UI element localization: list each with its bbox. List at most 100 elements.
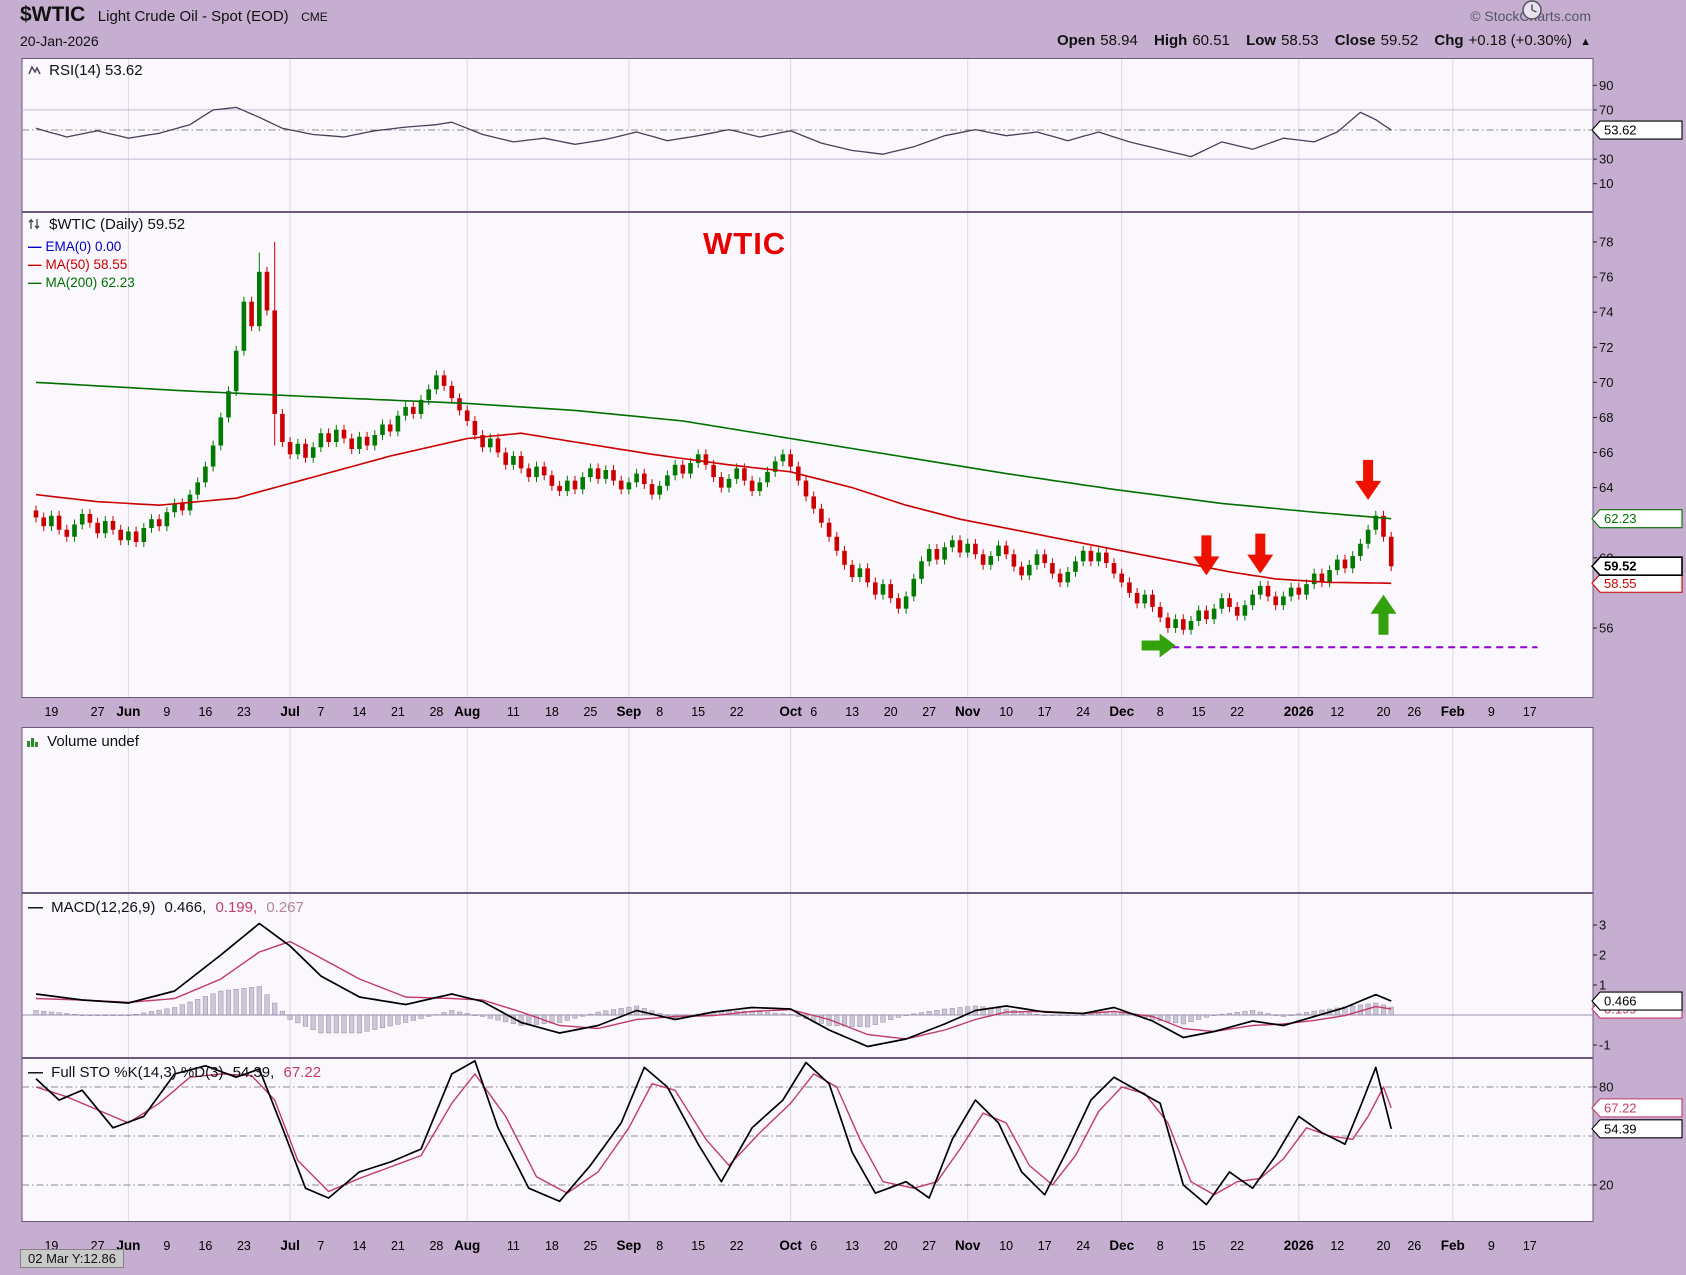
macd-histogram-bar	[1049, 1014, 1055, 1016]
macd-histogram-bar	[1219, 1013, 1225, 1016]
candle-body	[149, 519, 154, 528]
volume-bars-icon	[26, 734, 39, 751]
macd-histogram-bar	[456, 1011, 463, 1016]
x-axis-label: 26	[1407, 705, 1421, 719]
macd-histogram-bar	[942, 1008, 948, 1016]
x-axis-label: 15	[691, 705, 705, 719]
candle-body	[1188, 620, 1194, 630]
macd-histogram-bar	[118, 1014, 124, 1016]
volume-panel-background	[21, 727, 1594, 893]
candle-body	[249, 301, 254, 327]
macd-histogram-bar	[349, 1014, 355, 1034]
x-axis-label: 11	[507, 1239, 520, 1253]
candle-body	[87, 513, 93, 523]
callout-text: 0.466	[1604, 994, 1637, 1009]
macd-histogram-bar	[949, 1008, 955, 1016]
macd-value: 0.466,	[164, 899, 207, 916]
macd-histogram-bar	[148, 1011, 155, 1016]
candle-body	[326, 433, 331, 443]
callout-text: 67.22	[1604, 1100, 1637, 1115]
candle-body	[503, 452, 508, 465]
macd-histogram-bar	[133, 1014, 139, 1016]
candle-body	[380, 424, 385, 435]
x-axis-label: Oct	[779, 704, 802, 719]
x-axis-label: 7	[317, 705, 324, 719]
candle-body	[1119, 573, 1124, 583]
x-axis-label: 20	[1377, 705, 1391, 719]
candle-body	[1350, 556, 1355, 569]
candle-body	[603, 470, 609, 479]
y-axis-label: 90	[1599, 78, 1613, 93]
candle-body	[49, 515, 54, 527]
candle-body	[526, 468, 532, 478]
macd-histogram-bar	[1026, 1012, 1032, 1016]
macd-histogram-bar	[626, 1006, 632, 1016]
candle-body	[133, 531, 139, 543]
candle-body	[649, 484, 655, 495]
chart-date: 20-Jan-2026	[20, 33, 99, 49]
candle-body	[1281, 596, 1286, 606]
candle-body	[1034, 554, 1040, 565]
callout-box	[1591, 509, 1683, 529]
x-axis-label: 16	[198, 1239, 212, 1253]
x-axis-label: 18	[545, 1239, 559, 1253]
candle-body	[865, 568, 870, 583]
candle-body	[357, 436, 362, 450]
open-value: 58.94	[1100, 32, 1138, 49]
candle-body	[156, 519, 162, 527]
candle-body	[79, 513, 85, 525]
rsi-title-text: RSI(14) 53.62	[49, 62, 143, 79]
macd-histogram-bar	[1250, 1010, 1256, 1016]
macd-histogram-bar	[918, 1012, 925, 1016]
sto-title: — Full STO %K(14,3) %D(3) 54.39, 67.22	[28, 1064, 321, 1081]
candle-body	[41, 517, 46, 527]
macd-histogram-bar	[302, 1014, 309, 1027]
y-axis-label: 56	[1599, 620, 1613, 635]
open-label: Open	[1056, 32, 1096, 49]
chart-header: $WTIC Light Crude Oil - Spot (EOD) CME	[20, 3, 328, 27]
x-axis-label: 28	[429, 1239, 443, 1253]
candle-body	[1042, 554, 1047, 564]
x-axis-label: Jul	[280, 704, 300, 719]
candle-body	[1157, 606, 1163, 618]
candle-body	[880, 584, 886, 595]
macd-histogram-bar	[187, 1001, 193, 1016]
x-axis-label: 22	[1230, 1239, 1244, 1253]
macd-title: — MACD(12,26,9) 0.466, 0.199, 0.267	[28, 899, 304, 916]
macd-histogram-bar	[834, 1014, 840, 1027]
candle-body	[1273, 596, 1278, 606]
price-panel-background	[21, 212, 1594, 698]
candle-body	[218, 417, 224, 446]
macd-histogram-bar	[965, 1006, 971, 1016]
candle-body	[1342, 559, 1348, 569]
candle-body	[911, 578, 917, 597]
sto-k-value: 54.39,	[232, 1064, 275, 1081]
candle-body	[1365, 529, 1371, 544]
y-axis-label: 72	[1599, 340, 1613, 355]
candle-body	[665, 475, 670, 486]
macd-hist-value: 0.267	[266, 899, 304, 916]
callout-box	[1591, 120, 1683, 140]
macd-histogram-bar	[764, 1012, 771, 1016]
close-value: 59.52	[1380, 32, 1419, 49]
callout-box	[1591, 1098, 1683, 1118]
x-axis-label: Nov	[955, 704, 981, 719]
candle-body	[811, 496, 816, 509]
macd-histogram-bar	[172, 1007, 178, 1016]
macd-histogram-bar	[795, 1014, 801, 1017]
candle-body	[580, 477, 585, 490]
candle-body	[1319, 573, 1325, 583]
candle-body	[488, 438, 493, 448]
macd-histogram-bar	[1173, 1014, 1179, 1024]
macd-histogram-bar	[95, 1014, 101, 1016]
sto-panel-canvas: 80 20 67.22 54.39	[21, 1058, 1683, 1222]
x-axis-label: 19	[44, 705, 58, 719]
axis-callout: 54.39	[1591, 1119, 1683, 1139]
macd-histogram-bar	[1242, 1011, 1248, 1016]
x-axis-label: 8	[656, 705, 663, 719]
macd-histogram-bar	[318, 1014, 324, 1034]
candle-body	[1050, 563, 1055, 574]
macd-histogram-bar	[202, 996, 208, 1016]
candle-body	[980, 554, 986, 565]
candle-body	[210, 445, 216, 467]
